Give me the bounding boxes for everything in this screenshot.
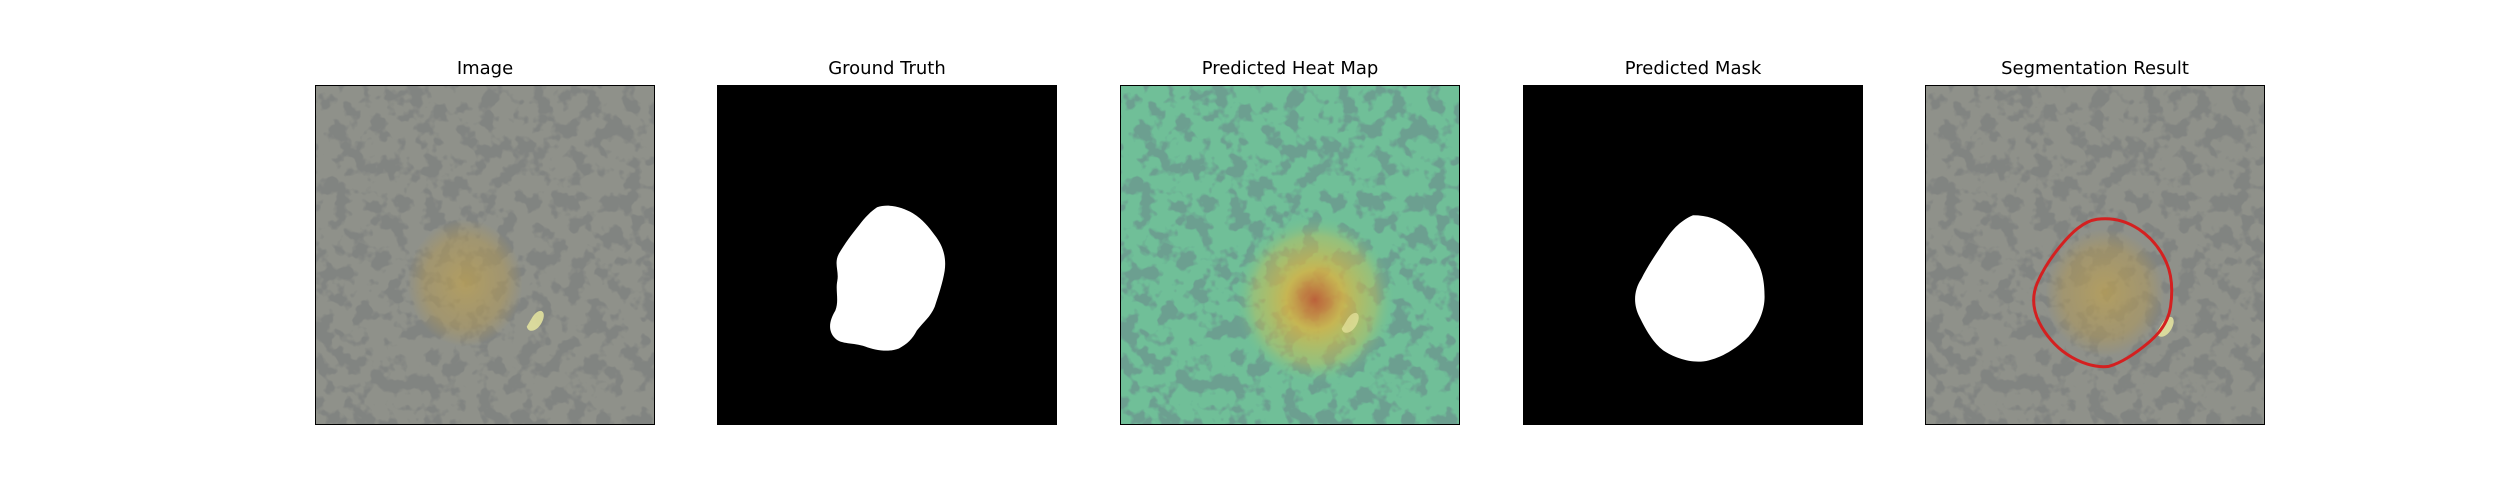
predicted-mask-shape <box>1635 215 1765 362</box>
panel-image: Image <box>315 0 655 500</box>
predicted-mask-view <box>1523 85 1863 425</box>
heat-map-hotspot <box>1233 214 1397 386</box>
panel-predicted-mask: Predicted Mask <box>1523 0 1863 500</box>
heat-map-svg <box>1121 86 1459 424</box>
panel-ground-truth: Ground Truth <box>717 0 1057 500</box>
predicted-mask-svg <box>1524 86 1862 424</box>
panel-title-ground-truth: Ground Truth <box>828 58 946 79</box>
ground-truth-svg <box>718 86 1056 424</box>
panel-title-predicted-mask: Predicted Mask <box>1624 58 1762 79</box>
specular-highlight <box>526 310 544 331</box>
panel-segmentation-result: Segmentation Result <box>1925 0 2265 500</box>
heat-map-view <box>1120 85 1460 425</box>
ground-truth-mask <box>830 205 946 351</box>
segmentation-contour <box>2032 217 2174 369</box>
ground-truth-view <box>717 85 1057 425</box>
image-view <box>315 85 655 425</box>
panel-title-image: Image <box>456 58 514 79</box>
segmentation-result-view <box>1925 85 2265 425</box>
image-svg <box>316 86 654 424</box>
specular-highlight-heat <box>1341 312 1359 333</box>
lesion-region <box>407 219 523 347</box>
panel-title-segmentation-result: Segmentation Result <box>2001 58 2189 79</box>
lesion-region-result <box>2045 229 2165 357</box>
segmentation-result-svg <box>1926 86 2264 424</box>
panel-title-predicted-heat-map: Predicted Heat Map <box>1201 58 1379 79</box>
panel-predicted-heat-map: Predicted Heat Map <box>1120 0 1460 500</box>
